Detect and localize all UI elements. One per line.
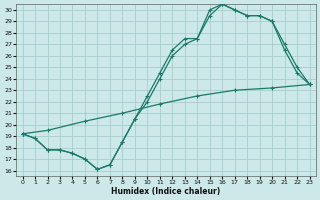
X-axis label: Humidex (Indice chaleur): Humidex (Indice chaleur) — [111, 187, 221, 196]
